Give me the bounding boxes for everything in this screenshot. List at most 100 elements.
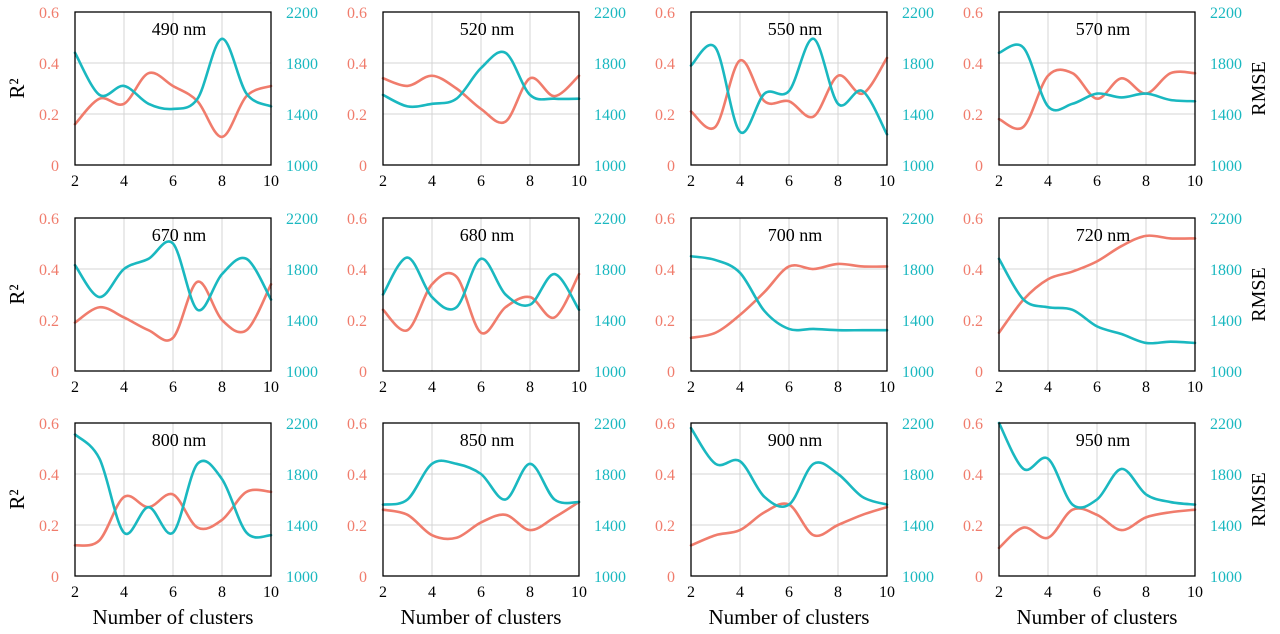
y-axis-label-left: R² <box>5 284 29 304</box>
right-tick-label: 1800 <box>1210 467 1242 484</box>
chart-panel-11: 0 0.2 0.4 0.6 1000 1400 1800 2200 2 4 6 8 10 900 nm Nu… <box>655 416 934 629</box>
chart-panel-6: 0 0.2 0.4 0.6 1000 1400 1800 2200 2 4 6 8 10 680 nm <box>347 211 626 396</box>
chart-panel-8: 0 0.2 0.4 0.6 1000 1400 1800 2200 2 4 6 8 10 720 nm RM… <box>963 211 1270 396</box>
x-tick-label: 2 <box>71 584 79 601</box>
plot-frame <box>382 217 580 372</box>
right-tick-label: 1800 <box>594 262 626 279</box>
series-line-r2 <box>381 271 581 335</box>
x-axis-label: Number of clusters <box>1017 605 1178 629</box>
right-tick-label: 1000 <box>902 364 934 381</box>
left-tick-label: 0.6 <box>963 211 983 228</box>
plot-frame <box>382 11 580 166</box>
left-tick-label: 0.2 <box>347 313 367 330</box>
x-tick-label: 2 <box>687 173 695 190</box>
x-tick-label: 10 <box>879 173 895 190</box>
left-tick-label: 0.2 <box>347 518 367 535</box>
right-tick-label: 1400 <box>286 313 318 330</box>
right-tick-label: 1400 <box>286 518 318 535</box>
right-tick-label: 2200 <box>594 211 626 228</box>
right-tick-label: 1000 <box>594 364 626 381</box>
chart-panel-2: 0 0.2 0.4 0.6 1000 1400 1800 2200 2 4 6 8 10 520 nm <box>347 5 626 190</box>
panel-title: 800 nm <box>152 430 207 450</box>
left-tick-label: 0.6 <box>347 5 367 22</box>
chart-panel-10: 0 0.2 0.4 0.6 1000 1400 1800 2200 2 4 6 8 10 850 nm Nu… <box>347 416 626 629</box>
left-tick-label: 0.4 <box>39 467 59 484</box>
right-tick-label: 1400 <box>594 518 626 535</box>
panel-title: 570 nm <box>1076 19 1131 39</box>
panel-title: 670 nm <box>152 225 207 245</box>
series-line-rmse <box>689 426 889 509</box>
left-tick-label: 0 <box>667 158 675 175</box>
chart-panel-5: 0 0.2 0.4 0.6 1000 1400 1800 2200 2 4 6 8 10 670 nm R² <box>5 211 318 396</box>
right-tick-label: 2200 <box>286 416 318 433</box>
left-tick-label: 0 <box>51 364 59 381</box>
left-tick-label: 0 <box>51 569 59 586</box>
x-tick-label: 6 <box>169 379 177 396</box>
plot-frame <box>998 217 1196 372</box>
x-tick-label: 8 <box>1142 379 1150 396</box>
right-tick-label: 1000 <box>286 569 318 586</box>
left-tick-label: 0 <box>667 364 675 381</box>
x-tick-label: 6 <box>785 379 793 396</box>
left-tick-label: 0.6 <box>347 416 367 433</box>
series-line-rmse <box>997 43 1197 112</box>
x-tick-label: 4 <box>1044 584 1052 601</box>
right-tick-label: 1000 <box>594 569 626 586</box>
left-tick-label: 0.6 <box>655 5 675 22</box>
right-tick-label: 1400 <box>1210 518 1242 535</box>
right-tick-label: 1000 <box>286 364 318 381</box>
panel-title: 900 nm <box>768 430 823 450</box>
chart-panel-4: 0 0.2 0.4 0.6 1000 1400 1800 2200 2 4 6 8 10 570 nm RM… <box>963 5 1270 190</box>
panel-title: 550 nm <box>768 19 823 39</box>
right-tick-label: 2200 <box>1210 416 1242 433</box>
series-line-rmse <box>381 50 581 109</box>
right-tick-label: 1800 <box>1210 262 1242 279</box>
right-tick-label: 1800 <box>594 467 626 484</box>
left-tick-label: 0.6 <box>655 416 675 433</box>
y-axis-label-right: RMSE <box>1248 267 1270 321</box>
x-tick-label: 10 <box>879 379 895 396</box>
x-tick-label: 6 <box>1093 584 1101 601</box>
right-tick-label: 1800 <box>902 56 934 73</box>
series-line-rmse <box>689 254 889 332</box>
x-tick-label: 8 <box>834 584 842 601</box>
x-tick-label: 4 <box>428 379 436 396</box>
x-tick-label: 8 <box>834 379 842 396</box>
x-tick-label: 10 <box>1187 173 1203 190</box>
right-tick-label: 1000 <box>902 158 934 175</box>
left-tick-label: 0.2 <box>655 313 675 330</box>
x-tick-label: 10 <box>263 379 279 396</box>
left-tick-label: 0.4 <box>39 56 59 73</box>
left-tick-label: 0 <box>359 364 367 381</box>
left-tick-label: 0.6 <box>963 416 983 433</box>
x-tick-label: 10 <box>263 173 279 190</box>
x-tick-label: 6 <box>477 379 485 396</box>
right-tick-label: 1000 <box>594 158 626 175</box>
series-line-rmse <box>73 433 273 539</box>
x-tick-label: 8 <box>526 173 534 190</box>
x-tick-label: 8 <box>1142 173 1150 190</box>
right-tick-label: 1000 <box>1210 158 1242 175</box>
right-tick-label: 2200 <box>594 416 626 433</box>
right-tick-label: 2200 <box>902 416 934 433</box>
plot-frame <box>690 422 888 577</box>
x-tick-label: 4 <box>428 584 436 601</box>
x-tick-label: 2 <box>379 584 387 601</box>
series-line-r2 <box>73 280 273 342</box>
plot-frame <box>998 422 1196 577</box>
series-line-rmse <box>73 240 273 312</box>
left-tick-label: 0.4 <box>963 467 983 484</box>
x-tick-label: 2 <box>995 173 1003 190</box>
series-line-rmse <box>997 421 1197 509</box>
x-tick-label: 4 <box>736 379 744 396</box>
left-tick-label: 0.2 <box>39 518 59 535</box>
x-tick-label: 6 <box>1093 379 1101 396</box>
x-tick-label: 2 <box>995 379 1003 396</box>
left-tick-label: 0.4 <box>655 467 675 484</box>
chart-panel-12: 0 0.2 0.4 0.6 1000 1400 1800 2200 2 4 6 8 10 950 nm Nu… <box>963 416 1270 629</box>
left-tick-label: 0.2 <box>655 518 675 535</box>
left-tick-label: 0.4 <box>347 262 367 279</box>
plot-frame <box>382 422 580 577</box>
left-tick-label: 0.4 <box>963 56 983 73</box>
x-tick-label: 6 <box>477 584 485 601</box>
